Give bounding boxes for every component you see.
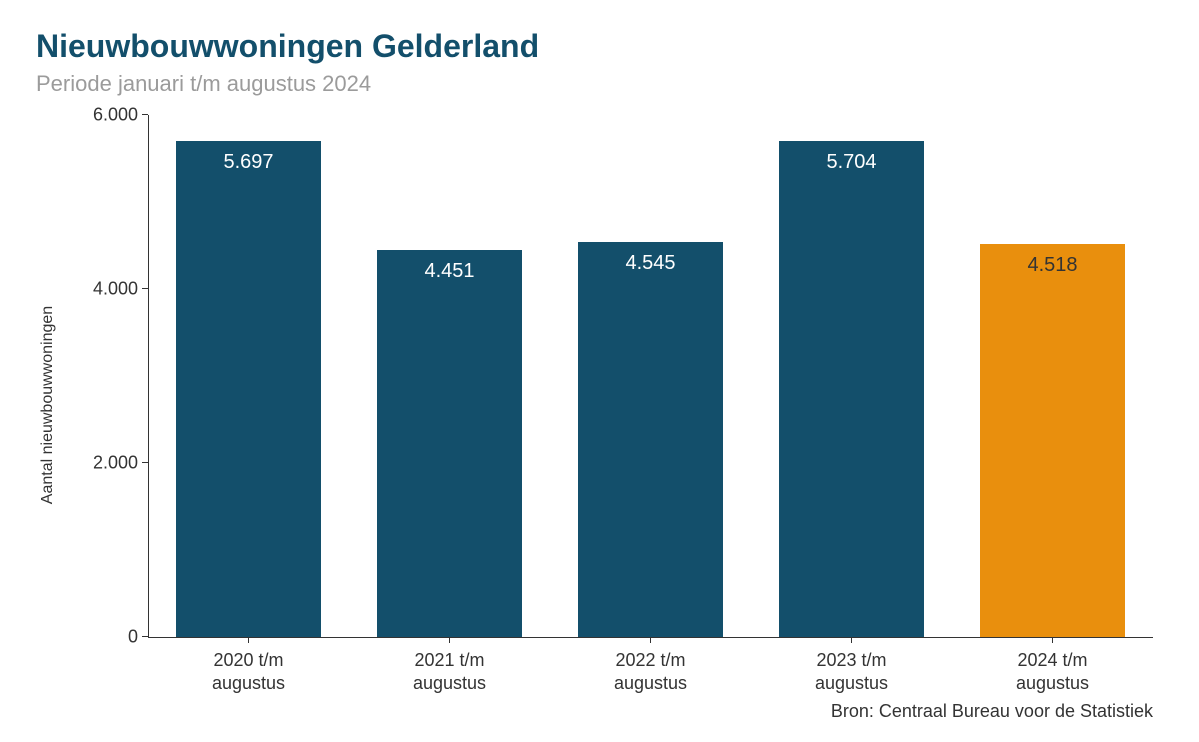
chart-container: Nieuwbouwwoningen Gelderland Periode jan… [0, 0, 1199, 742]
y-tick-label: 2.000 [60, 453, 148, 474]
y-axis-label-wrap: Aantal nieuwbouwwoningen [36, 115, 60, 695]
bar-slot: 4.518 [952, 115, 1153, 637]
x-tick-label: 2020 t/maugustus [212, 649, 285, 694]
bar: 4.545 [578, 242, 723, 637]
bar-slot: 4.545 [550, 115, 751, 637]
chart-title: Nieuwbouwwoningen Gelderland [36, 28, 1163, 65]
x-tick-slot: 2021 t/maugustus [349, 637, 550, 695]
source-attribution: Bron: Centraal Bureau voor de Statistiek [36, 701, 1163, 722]
x-tick-label: 2021 t/maugustus [413, 649, 486, 694]
bar: 4.451 [377, 250, 522, 637]
x-tick-slot: 2023 t/maugustus [751, 637, 952, 695]
x-tick-mark [851, 637, 852, 643]
x-axis: 2020 t/maugustus 2021 t/maugustus 2022 t/m… [60, 637, 1163, 695]
x-tick-mark [248, 637, 249, 643]
x-tick-slot: 2022 t/maugustus [550, 637, 751, 695]
plot-area: 02.0004.0006.000 5.6974.4514.5455.7044.5… [60, 115, 1163, 637]
bar-value-label: 5.704 [779, 151, 924, 174]
x-tick-label: 2023 t/maugustus [815, 649, 888, 694]
bar: 5.704 [779, 141, 924, 637]
bar-slot: 5.697 [148, 115, 349, 637]
bar: 4.518 [980, 244, 1125, 637]
bar-value-label: 4.545 [578, 252, 723, 275]
bar-slot: 4.451 [349, 115, 550, 637]
x-tick-mark [1052, 637, 1053, 643]
x-tick-slot: 2024 t/maugustus [952, 637, 1153, 695]
x-tick-label: 2022 t/maugustus [614, 649, 687, 694]
y-axis-ticks: 02.0004.0006.000 [60, 115, 148, 637]
bar-value-label: 4.451 [377, 260, 522, 283]
x-tick-mark [650, 637, 651, 643]
x-tick-mark [449, 637, 450, 643]
x-tick-label: 2024 t/maugustus [1016, 649, 1089, 694]
x-tick-slot: 2020 t/maugustus [148, 637, 349, 695]
bars-region: 5.697 4.451 4.545 5.704 4.518 [148, 115, 1153, 637]
bar: 5.697 [176, 141, 321, 637]
chart-subtitle: Periode januari t/m augustus 2024 [36, 71, 1163, 97]
x-axis-ticks: 2020 t/maugustus 2021 t/maugustus 2022 t/m… [148, 637, 1153, 695]
bar-slot: 5.704 [751, 115, 952, 637]
bar-value-label: 5.697 [176, 151, 321, 174]
y-tick-label: 4.000 [60, 279, 148, 300]
bar-value-label: 4.518 [980, 254, 1125, 277]
y-tick-label: 6.000 [60, 105, 148, 126]
y-axis-label: Aantal nieuwbouwwoningen [39, 306, 57, 504]
chart-area: Aantal nieuwbouwwoningen 02.0004.0006.00… [36, 115, 1163, 695]
